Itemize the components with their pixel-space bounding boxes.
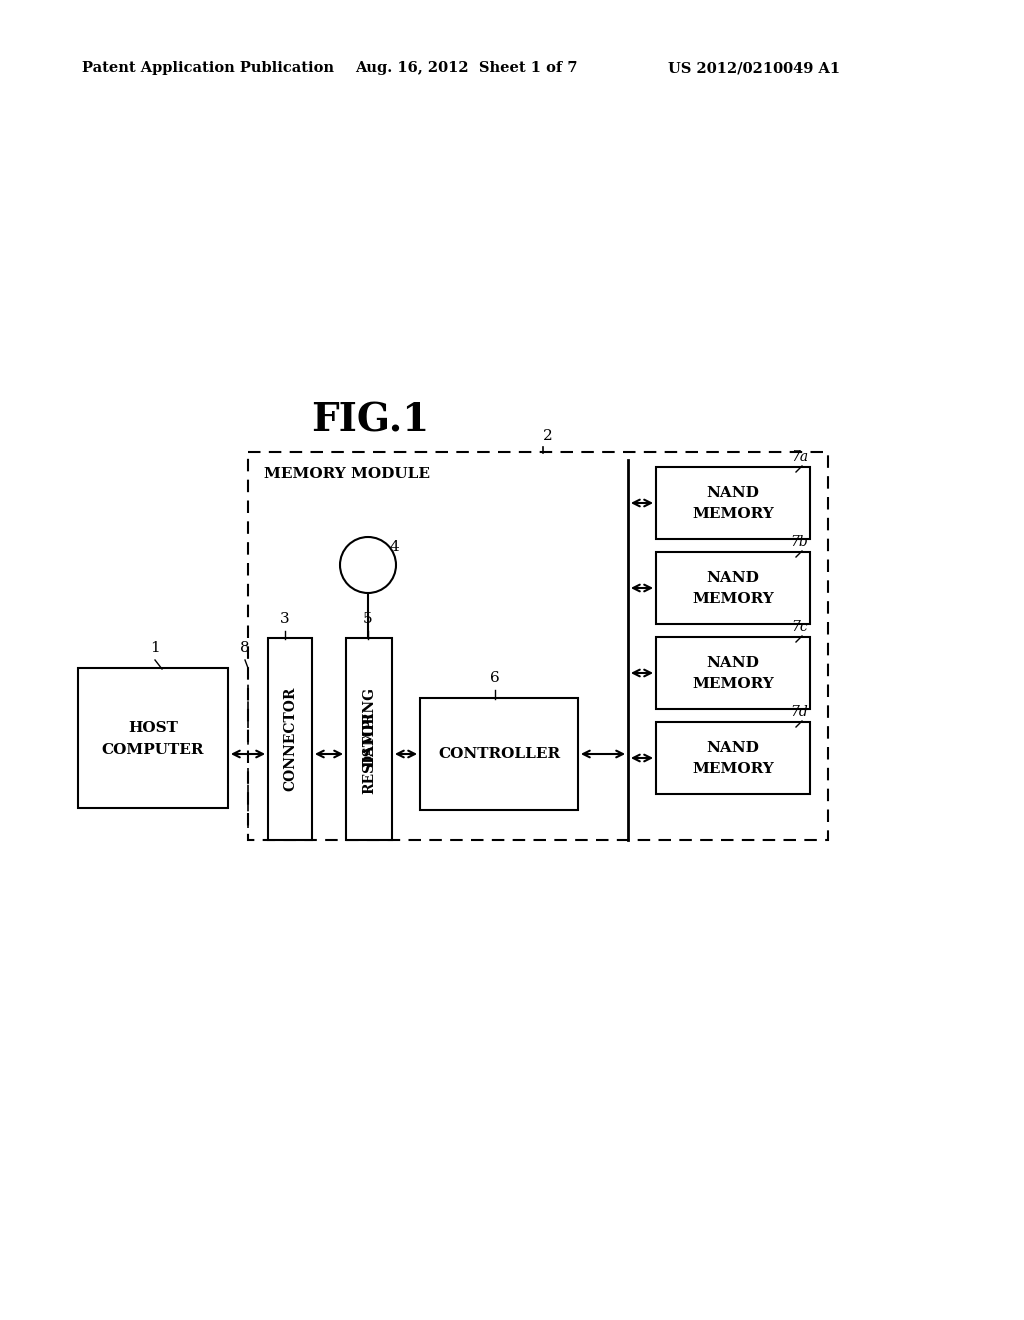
Text: US 2012/0210049 A1: US 2012/0210049 A1 <box>668 61 840 75</box>
Bar <box>656 722 810 795</box>
Text: RESISTOR: RESISTOR <box>362 711 376 795</box>
Text: 7a: 7a <box>791 450 808 465</box>
Text: 5: 5 <box>364 612 373 626</box>
Text: 7d: 7d <box>791 705 808 719</box>
Text: MEMORY: MEMORY <box>692 677 774 690</box>
Text: COMPUTER: COMPUTER <box>101 743 204 756</box>
Text: MEMORY: MEMORY <box>692 507 774 521</box>
Text: MEMORY: MEMORY <box>692 591 774 606</box>
Bar <box>420 698 578 810</box>
Text: CONTROLLER: CONTROLLER <box>438 747 560 762</box>
Text: 7c: 7c <box>792 620 808 634</box>
Text: 8: 8 <box>241 642 250 655</box>
Circle shape <box>340 537 396 593</box>
Text: NAND: NAND <box>707 656 760 671</box>
Text: NAND: NAND <box>707 572 760 585</box>
Text: DAMPING: DAMPING <box>362 686 376 767</box>
Text: HOST: HOST <box>128 721 178 735</box>
Text: 7b: 7b <box>791 535 808 549</box>
Text: NAND: NAND <box>707 486 760 500</box>
Text: CONNECTOR: CONNECTOR <box>283 686 297 791</box>
Bar <box>268 638 312 840</box>
Bar <box>78 668 228 808</box>
Text: 4: 4 <box>390 540 399 554</box>
Text: MEMORY: MEMORY <box>692 762 774 776</box>
Text: MEMORY MODULE: MEMORY MODULE <box>264 467 430 480</box>
Bar <box>656 467 810 539</box>
Text: 2: 2 <box>543 429 553 444</box>
Bar <box>656 638 810 709</box>
Bar <box>656 552 810 624</box>
Bar <box>248 451 828 840</box>
Text: 6: 6 <box>490 671 500 685</box>
Bar <box>346 638 392 840</box>
Text: 3: 3 <box>281 612 290 626</box>
Text: NAND: NAND <box>707 741 760 755</box>
Text: Patent Application Publication: Patent Application Publication <box>82 61 334 75</box>
Text: FIG.1: FIG.1 <box>311 401 429 440</box>
Text: Aug. 16, 2012  Sheet 1 of 7: Aug. 16, 2012 Sheet 1 of 7 <box>355 61 578 75</box>
Text: 1: 1 <box>151 642 160 655</box>
